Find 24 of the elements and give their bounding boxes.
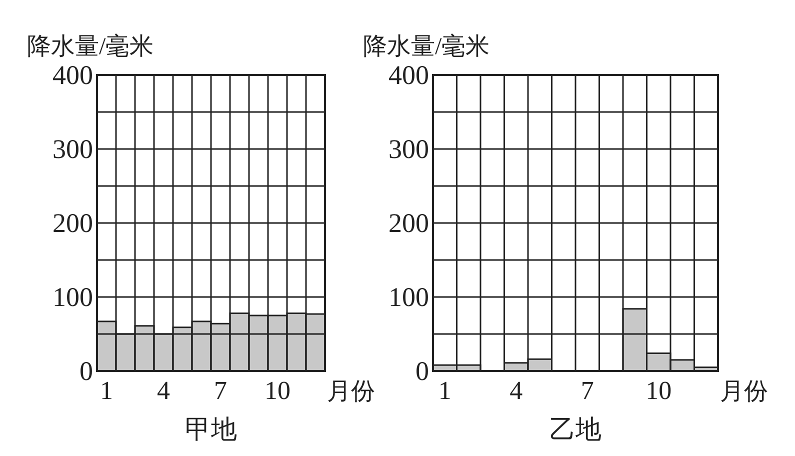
x-tick-label: 10 <box>264 376 290 405</box>
y-tick-label: 300 <box>52 134 93 164</box>
y-tick-label: 0 <box>416 356 429 386</box>
x-axis-title: 月份 <box>327 379 375 405</box>
y-tick-label: 200 <box>52 208 93 238</box>
y-axis-title: 降水量/毫米 <box>363 33 490 60</box>
x-tick-label: 10 <box>646 376 672 405</box>
y-tick-label: 200 <box>388 208 429 238</box>
x-axis-title: 月份 <box>720 379 768 405</box>
y-tick-label: 300 <box>388 134 429 164</box>
text: 甲地 <box>185 415 237 444</box>
x-tick-label: 1 <box>100 376 113 405</box>
x-tick-label: 1 <box>438 376 452 405</box>
x-tick-label: 4 <box>510 376 523 405</box>
text: 乙地 <box>550 415 602 444</box>
y-tick-label: 100 <box>388 282 429 312</box>
x-tick-label: 4 <box>157 376 170 405</box>
y-tick-label: 400 <box>388 60 429 90</box>
x-tick-label: 7 <box>580 376 594 405</box>
y-tick-label: 100 <box>52 282 93 312</box>
x-tick-label: 7 <box>214 376 227 405</box>
y-axis-title: 降水量/毫米 <box>27 33 154 60</box>
y-tick-label: 400 <box>52 60 93 90</box>
y-tick-label: 0 <box>80 356 93 386</box>
